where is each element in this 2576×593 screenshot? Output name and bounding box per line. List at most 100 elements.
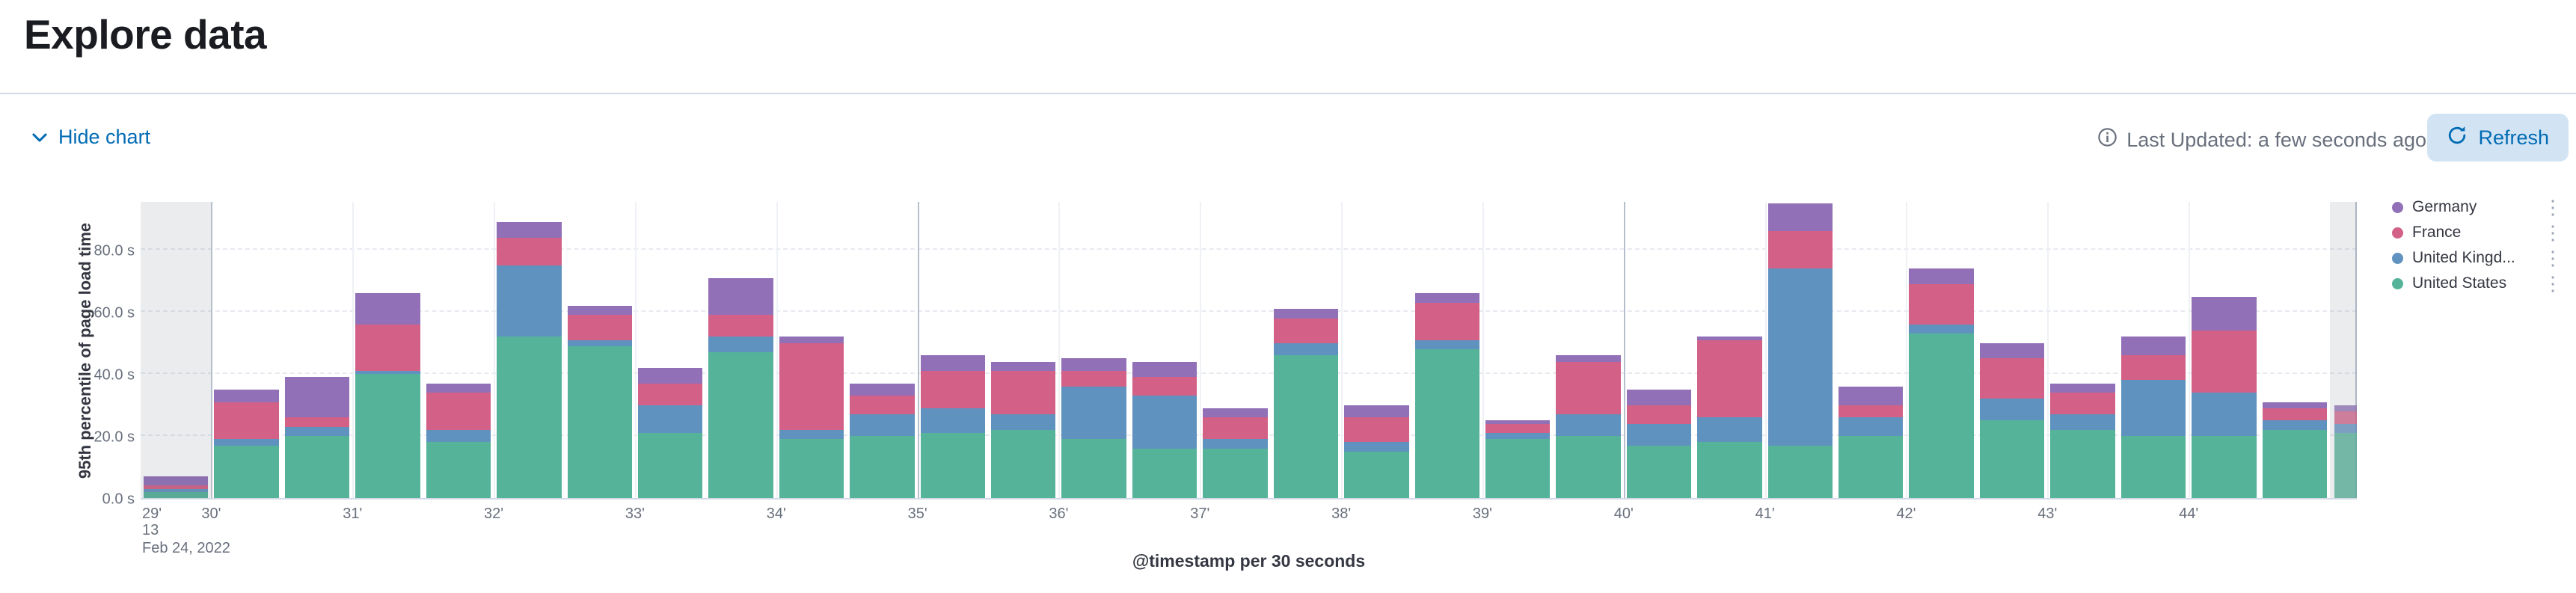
stacked-bar[interactable] [2192,296,2257,498]
bar-segment-germany[interactable] [1132,361,1197,378]
bar-segment-united-kingdom[interactable] [355,371,420,375]
stacked-bar[interactable] [991,361,1056,498]
bar-segment-germany[interactable] [1909,268,1974,284]
bar-segment-united-states[interactable] [850,436,915,498]
bar-segment-france[interactable] [1203,417,1268,440]
bar-segment-france[interactable] [779,342,844,430]
bar-segment-france[interactable] [1132,377,1197,396]
bar-segment-germany[interactable] [991,361,1056,372]
bar-segment-germany[interactable] [2192,296,2257,331]
stacked-bar[interactable] [1132,361,1197,498]
stacked-bar[interactable] [850,383,915,498]
bar-segment-united-kingdom[interactable] [1556,414,1621,437]
bar-segment-germany[interactable] [2262,402,2327,408]
bar-segment-germany[interactable] [284,377,350,418]
stacked-bar[interactable] [1061,358,1126,498]
bar-segment-france[interactable] [991,371,1056,415]
bar-segment-germany[interactable] [1556,355,1621,362]
legend-options-icon[interactable]: ⋮ [2540,197,2566,217]
stacked-bar[interactable] [144,476,209,498]
bar-segment-united-states[interactable] [1909,334,1974,498]
stacked-bar[interactable] [567,305,632,498]
bar-segment-germany[interactable] [497,222,562,238]
bar-segment-france[interactable] [426,393,491,430]
bar-segment-united-states[interactable] [1273,355,1339,498]
bar-segment-germany[interactable] [1767,203,1833,232]
stacked-bar[interactable] [284,377,350,498]
bar-segment-united-kingdom[interactable] [991,414,1056,430]
stacked-bar[interactable] [2334,405,2357,498]
bar-segment-united-kingdom[interactable] [497,265,562,337]
bar-segment-united-states[interactable] [144,491,209,498]
bar-segment-france[interactable] [850,396,915,415]
bar-segment-united-states[interactable] [2262,429,2327,498]
stacked-bar[interactable] [1767,203,1833,498]
bar-segment-united-states[interactable] [497,337,562,498]
bar-segment-united-kingdom[interactable] [2262,420,2327,430]
bar-segment-united-kingdom[interactable] [426,429,491,443]
bar-segment-france[interactable] [1414,302,1479,340]
bar-segment-germany[interactable] [637,367,703,384]
bar-segment-france[interactable] [1839,405,1904,418]
bar-segment-united-kingdom[interactable] [1979,399,2045,421]
bar-segment-united-states[interactable] [2120,436,2186,498]
legend-options-icon[interactable]: ⋮ [2540,223,2566,242]
stacked-bar[interactable] [355,293,420,498]
bar-segment-united-kingdom[interactable] [567,339,632,346]
bar-segment-france[interactable] [284,417,350,427]
bar-segment-united-kingdom[interactable] [920,408,986,433]
legend-item-germany[interactable]: Germany ⋮ [2392,194,2566,220]
stacked-bar[interactable] [214,389,279,498]
legend-item-united-kingd-[interactable]: United Kingd... ⋮ [2392,245,2566,271]
bar-segment-germany[interactable] [1839,386,1904,405]
bar-segment-germany[interactable] [2120,337,2186,356]
stacked-bar[interactable] [1626,389,1692,498]
bar-segment-france[interactable] [355,324,420,372]
bar-segment-united-kingdom[interactable] [284,426,350,437]
bar-segment-france[interactable] [1556,361,1621,415]
bar-segment-france[interactable] [1344,417,1409,443]
bar-segment-united-states[interactable] [1203,448,1268,498]
bar-segment-france[interactable] [567,315,632,340]
bar-segment-united-kingdom[interactable] [850,414,915,437]
bar-segment-france[interactable] [497,237,562,266]
bar-segment-united-kingdom[interactable] [1132,396,1197,449]
bar-segment-germany[interactable] [1485,420,1551,424]
bar-segment-united-states[interactable] [1626,445,1692,498]
stacked-bar[interactable] [1485,420,1551,498]
bar-segment-united-kingdom[interactable] [214,439,279,446]
stacked-bar[interactable] [1203,408,1268,498]
bar-segment-france[interactable] [920,371,986,408]
bar-segment-united-states[interactable] [2050,429,2115,498]
legend-options-icon[interactable]: ⋮ [2540,274,2566,293]
stacked-bar[interactable] [2120,337,2186,498]
bar-segment-united-states[interactable] [1132,448,1197,498]
bar-segment-germany[interactable] [2050,383,2115,393]
bar-segment-france[interactable] [2050,393,2115,415]
stacked-bar[interactable] [779,337,844,498]
bar-segment-germany[interactable] [426,383,491,393]
stacked-bar[interactable] [497,222,562,498]
bar-segment-united-kingdom[interactable] [1909,324,1974,334]
bar-segment-france[interactable] [1767,231,1833,269]
bar-segment-united-kingdom[interactable] [1839,417,1904,437]
bar-segment-united-kingdom[interactable] [1626,423,1692,446]
bar-segment-germany[interactable] [708,277,773,316]
bar-segment-united-kingdom[interactable] [1273,342,1339,356]
stacked-bar-chart-plot[interactable] [141,202,2357,500]
bar-segment-united-states[interactable] [567,345,632,498]
bar-segment-germany[interactable] [214,389,279,402]
bar-segment-united-states[interactable] [1344,451,1409,498]
stacked-bar[interactable] [1556,355,1621,498]
bar-segment-united-states[interactable] [920,432,986,498]
bar-segment-united-kingdom[interactable] [637,405,703,433]
bar-segment-united-states[interactable] [1767,445,1833,498]
bar-segment-france[interactable] [1626,405,1692,424]
bar-segment-germany[interactable] [779,337,844,343]
bar-segment-united-states[interactable] [779,439,844,498]
bar-segment-france[interactable] [708,315,773,337]
bar-segment-france[interactable] [1909,283,1974,325]
refresh-button[interactable]: Refresh [2427,114,2569,162]
bar-segment-france[interactable] [2192,331,2257,393]
bar-segment-united-kingdom[interactable] [708,337,773,353]
